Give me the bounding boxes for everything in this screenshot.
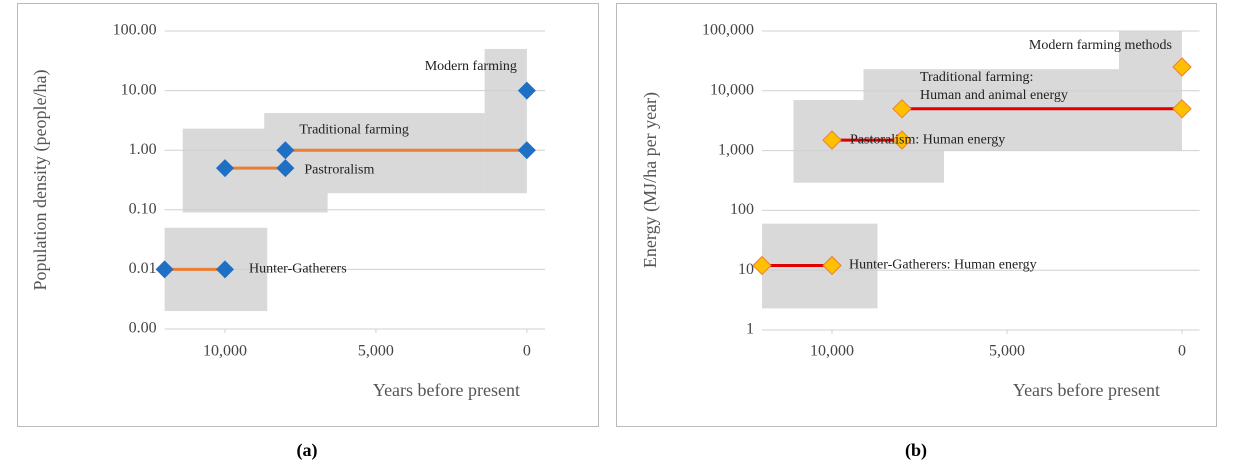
x-tick-label: 10,000 — [203, 343, 247, 360]
series-label: Pastroralism — [304, 162, 374, 177]
y-tick-label: 1,000 — [718, 141, 754, 158]
series-label: Traditional farming: — [920, 70, 1033, 85]
marker — [517, 141, 536, 160]
marker — [1172, 57, 1192, 77]
y-tick-label: 1 — [746, 321, 754, 338]
marker — [215, 260, 234, 279]
x-axis-label: Years before present — [1013, 380, 1160, 400]
marker — [276, 141, 295, 160]
marker — [517, 81, 536, 100]
y-tick-label: 0.01 — [129, 260, 157, 277]
x-tick-label: 5,000 — [989, 343, 1025, 360]
y-tick-label: 10.00 — [121, 81, 157, 98]
y-tick-label: 10 — [738, 261, 754, 278]
series-label: Hunter-Gatherers: Human energy — [849, 258, 1037, 273]
series-label: Human and animal energy — [920, 88, 1068, 103]
y-tick-label: 0.10 — [129, 200, 157, 217]
series-label: Hunter-Gatherers — [249, 262, 347, 277]
marker — [155, 260, 174, 279]
range-band — [484, 48, 527, 194]
marker — [215, 159, 234, 178]
x-tick-label: 0 — [523, 343, 531, 360]
marker — [892, 130, 912, 150]
panel-caption: (a) — [297, 440, 318, 461]
y-tick-label: 100 — [730, 201, 754, 218]
y-tick-label: 1.00 — [129, 141, 157, 158]
marker — [892, 99, 912, 119]
marker — [1172, 99, 1192, 119]
marker — [276, 159, 295, 178]
range-band — [264, 113, 485, 194]
x-tick-label: 0 — [1178, 343, 1186, 360]
y-tick-label: 10,000 — [710, 81, 754, 98]
y-axis-label: Energy (MJ/ha per year) — [640, 92, 661, 268]
series-label: Modern farming — [425, 59, 517, 74]
y-tick-label: 100,000 — [702, 22, 754, 39]
panel-caption: (b) — [905, 440, 927, 461]
marker — [822, 130, 842, 150]
y-tick-label: 0.00 — [129, 320, 157, 337]
x-tick-label: 5,000 — [358, 343, 394, 360]
y-tick-label: 100.00 — [113, 22, 157, 39]
y-axis-label: Population density (people/ha) — [30, 70, 51, 291]
series-label: Traditional farming — [299, 122, 409, 137]
x-tick-label: 10,000 — [810, 343, 854, 360]
series-label: Pastoralism: Human energy — [850, 132, 1005, 147]
x-axis-label: Years before present — [373, 380, 520, 400]
marker — [822, 255, 842, 276]
series-label: Modern farming methods — [1029, 38, 1172, 53]
marker — [752, 255, 772, 276]
